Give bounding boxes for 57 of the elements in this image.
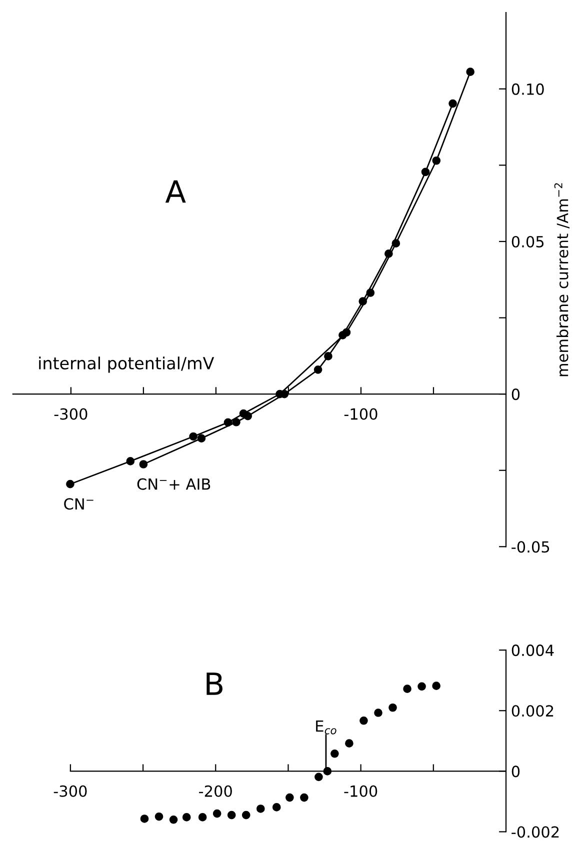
y-axis-title: membrane current /Am$^{−2}$ — [554, 183, 570, 376]
y-tick-label: 0.002 — [512, 705, 554, 717]
point — [448, 99, 457, 108]
point — [384, 250, 393, 258]
point — [360, 716, 368, 725]
point — [242, 810, 250, 820]
y-tick-label: -0.002 — [512, 826, 559, 838]
point — [198, 813, 207, 822]
series-label: CN$^{−}$+ AIB — [137, 478, 210, 490]
point — [272, 803, 281, 812]
y-tick-label: 0.05 — [512, 236, 544, 248]
point — [139, 460, 148, 468]
y-tick-label: 0.004 — [512, 644, 554, 656]
point — [212, 809, 222, 818]
point — [338, 331, 347, 340]
text: B — [206, 672, 222, 695]
point — [169, 815, 178, 824]
ref-line-label: E$_{co}$ — [316, 720, 336, 734]
point — [432, 156, 441, 165]
point — [466, 68, 474, 76]
x-tick-label: -100 — [344, 408, 378, 420]
point — [227, 810, 236, 820]
point — [388, 703, 397, 712]
y-tick-label: -0.05 — [512, 541, 550, 553]
x-tick-label: -100 — [344, 785, 378, 797]
point — [300, 793, 308, 802]
point — [330, 749, 339, 758]
point — [358, 297, 368, 306]
point — [314, 365, 322, 374]
y-tick-label: 0 — [512, 766, 520, 778]
x-tick-label: -300 — [54, 408, 88, 420]
point — [286, 793, 294, 802]
text: A — [165, 180, 186, 203]
point — [140, 814, 149, 823]
x-axis-title: internal potential/mV — [39, 356, 214, 373]
point — [324, 352, 332, 360]
point — [403, 684, 412, 694]
point — [256, 804, 265, 813]
point — [182, 813, 191, 822]
point — [374, 708, 382, 717]
point — [189, 432, 198, 441]
y-tick-label: 0 — [512, 388, 520, 400]
x-tick-label: -300 — [54, 785, 87, 797]
point — [232, 418, 240, 426]
point — [197, 434, 206, 442]
point — [244, 412, 252, 420]
series-label: CN$^{−}$ — [64, 498, 94, 510]
point — [432, 682, 440, 690]
x-tick-label: -200 — [199, 785, 232, 797]
point — [421, 168, 430, 176]
point — [66, 480, 74, 488]
point — [154, 812, 164, 821]
point — [126, 457, 135, 466]
point — [418, 682, 426, 691]
point — [314, 772, 323, 782]
y-tick-label: 0.10 — [512, 83, 544, 95]
point — [345, 739, 354, 748]
